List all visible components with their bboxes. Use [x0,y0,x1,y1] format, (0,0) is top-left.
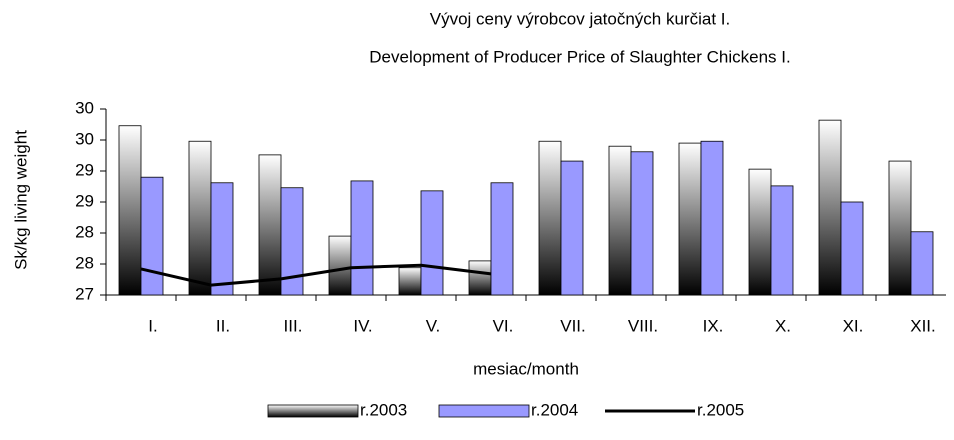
chart-subtitle: Development of Producer Price of Slaught… [369,47,790,66]
y-axis-label: Sk/kg living weight [11,130,30,270]
bar [770,185,794,296]
legend-label: r.2005 [697,400,744,419]
x-tick-label: VIII. [628,316,658,335]
bar [700,140,724,296]
x-tick-label: XII. [910,316,936,335]
y-tick-label: 28 [75,253,94,272]
x-tick-label: IV. [353,316,372,335]
bar [258,154,282,296]
x-tick-label: IX. [703,316,724,335]
x-tick-label: III. [284,316,303,335]
bar [630,151,654,296]
y-tick-label: 27 [75,284,94,303]
bar [818,119,842,296]
bar [678,142,702,296]
x-tick-label: V. [426,316,441,335]
x-tick-label: XI. [843,316,864,335]
x-tick-label: VII. [560,316,586,335]
bar [840,201,864,296]
bar [350,180,374,296]
x-tick-label: X. [775,316,791,335]
bar [118,125,142,296]
legend-swatch [267,404,359,418]
legend-label: r.2004 [531,400,578,419]
x-tick-label: VI. [493,316,514,335]
chart-title: Vývoj ceny výrobcov jatočných kurčiat I. [430,9,730,28]
bar [328,235,352,296]
y-tick-label: 29 [75,160,94,179]
bar [748,168,772,296]
bar [398,267,422,296]
x-axis-label: mesiac/month [473,359,579,378]
bar [538,140,562,296]
y-tick-label: 30 [75,129,94,148]
bar [560,160,584,296]
x-tick-label: II. [216,316,230,335]
bar [910,231,934,296]
y-tick-label: 29 [75,191,94,210]
bar [608,145,632,296]
bar [888,160,912,296]
x-tick-label: I. [148,316,157,335]
bar [188,140,212,296]
line [140,263,492,287]
y-tick-label: 28 [75,222,94,241]
bar [468,260,492,296]
legend-label: r.2003 [360,400,407,419]
bar [140,176,164,296]
bar [490,182,514,296]
bar [420,190,444,296]
bar [280,187,304,296]
bar [210,182,234,296]
legend-swatch [438,404,530,418]
y-tick-label: 30 [75,98,94,117]
